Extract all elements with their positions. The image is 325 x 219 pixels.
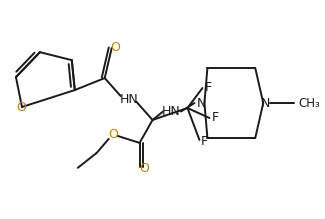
Text: N: N: [261, 97, 270, 110]
Text: CH₃: CH₃: [298, 97, 320, 110]
Text: F: F: [212, 111, 219, 124]
Text: F: F: [205, 81, 212, 94]
Text: N: N: [197, 97, 206, 110]
Text: O: O: [109, 128, 119, 141]
Text: HN: HN: [119, 93, 138, 106]
Text: O: O: [140, 162, 150, 175]
Text: HN: HN: [162, 105, 180, 118]
Text: O: O: [111, 41, 121, 54]
Text: F: F: [201, 135, 208, 148]
Text: O: O: [16, 101, 26, 113]
